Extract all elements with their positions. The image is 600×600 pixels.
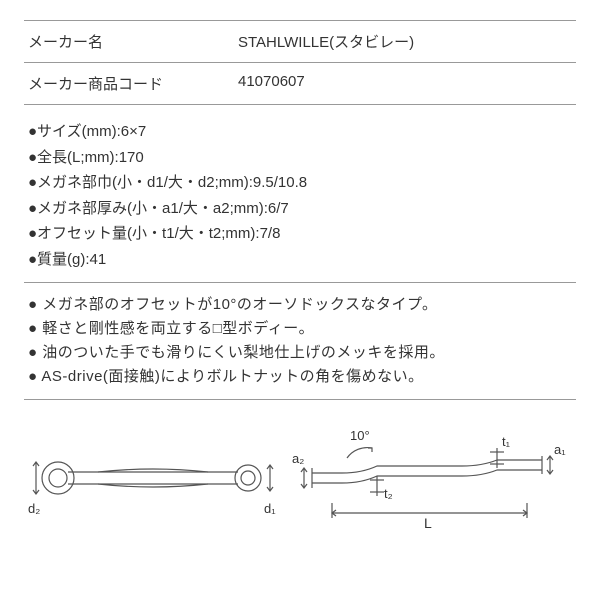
- spec-line: ●メガネ部巾(小・d1/大・d2;mm):9.5/10.8: [28, 170, 572, 196]
- spec-block: ●サイズ(mm):6×7 ●全長(L;mm):170 ●メガネ部巾(小・d1/大…: [24, 105, 576, 283]
- angle-label: 10°: [350, 428, 370, 443]
- code-row: メーカー商品コード 41070607: [24, 63, 576, 105]
- spec-line: ●メガネ部厚み(小・a1/大・a2;mm):6/7: [28, 196, 572, 222]
- L-label: L: [424, 515, 432, 531]
- desc-line: ● AS-drive(面接触)によりボルトナットの角を傷めない。: [28, 365, 572, 389]
- a2-label: a₂: [292, 451, 304, 466]
- desc-line: ● メガネ部のオフセットが10°のオーソドックスなタイプ。: [28, 293, 572, 317]
- desc-line: ● 軽さと剛性感を両立する□型ボディー。: [28, 317, 572, 341]
- spec-line: ●全長(L;mm):170: [28, 145, 572, 171]
- spec-line: ●オフセット量(小・t1/大・t2;mm):7/8: [28, 221, 572, 247]
- diagram-area: d₂ d₁: [24, 400, 576, 542]
- code-value: 41070607: [238, 73, 572, 90]
- spec-line: ●サイズ(mm):6×7: [28, 119, 572, 145]
- description-block: ● メガネ部のオフセットが10°のオーソドックスなタイプ。 ● 軽さと剛性感を両…: [24, 283, 576, 400]
- maker-label: メーカー名: [28, 31, 238, 52]
- wrench-side-view: 10° a₂ a₁ t₂ t₁ L: [292, 418, 572, 542]
- maker-row: メーカー名 STAHLWILLE(スタビレー): [24, 20, 576, 63]
- a1-label: a₁: [554, 442, 566, 457]
- code-label: メーカー商品コード: [28, 73, 238, 94]
- desc-line: ● 油のついた手でも滑りにくい梨地仕上げのメッキを採用。: [28, 341, 572, 365]
- d1-label: d₁: [264, 501, 276, 516]
- spec-line: ●質量(g):41: [28, 247, 572, 273]
- t2-label: t₂: [384, 486, 393, 501]
- maker-value: STAHLWILLE(スタビレー): [238, 31, 572, 52]
- d2-label: d₂: [28, 501, 40, 516]
- wrench-top-view: d₂ d₁: [28, 428, 278, 532]
- t1-label: t₁: [502, 434, 511, 449]
